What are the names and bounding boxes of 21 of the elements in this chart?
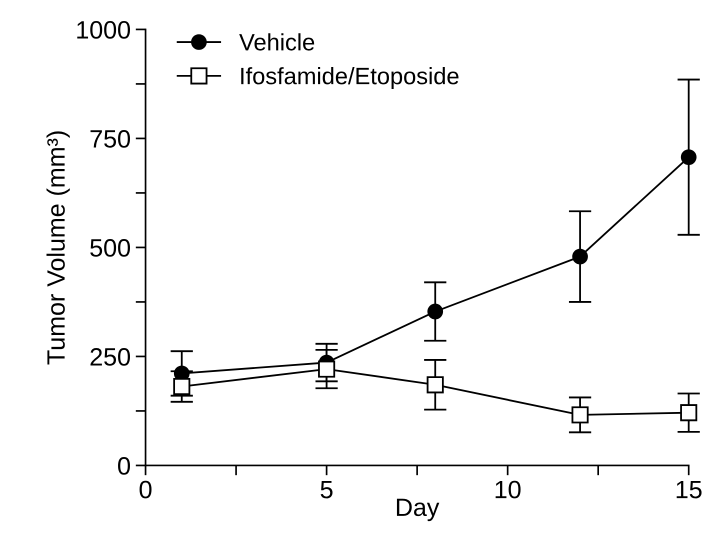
point — [680, 404, 698, 422]
x-tick-label: 15 — [676, 480, 702, 498]
x-axis-title: Day — [396, 498, 440, 522]
point — [680, 149, 697, 166]
point — [427, 304, 444, 320]
y-tick-label: 0 — [118, 457, 130, 475]
y-tick-label: 250 — [90, 348, 130, 366]
point — [572, 406, 589, 424]
y-tick-label: 500 — [90, 239, 130, 257]
x-tick-label: 5 — [320, 480, 333, 498]
y-axis-title: Tumor Volume (mm³) — [46, 131, 70, 364]
legend-label: Vehicle — [239, 33, 314, 51]
x-tick-label: 10 — [496, 480, 521, 498]
y-tick-label: 750 — [90, 130, 130, 148]
x-tick-label: 0 — [140, 480, 152, 498]
y-tick-label: 1000 — [77, 21, 130, 39]
point — [572, 248, 588, 264]
legend-label: Ifosfamide/Etoposide — [241, 67, 459, 90]
point — [426, 376, 444, 394]
point — [318, 360, 336, 378]
point — [173, 378, 190, 396]
